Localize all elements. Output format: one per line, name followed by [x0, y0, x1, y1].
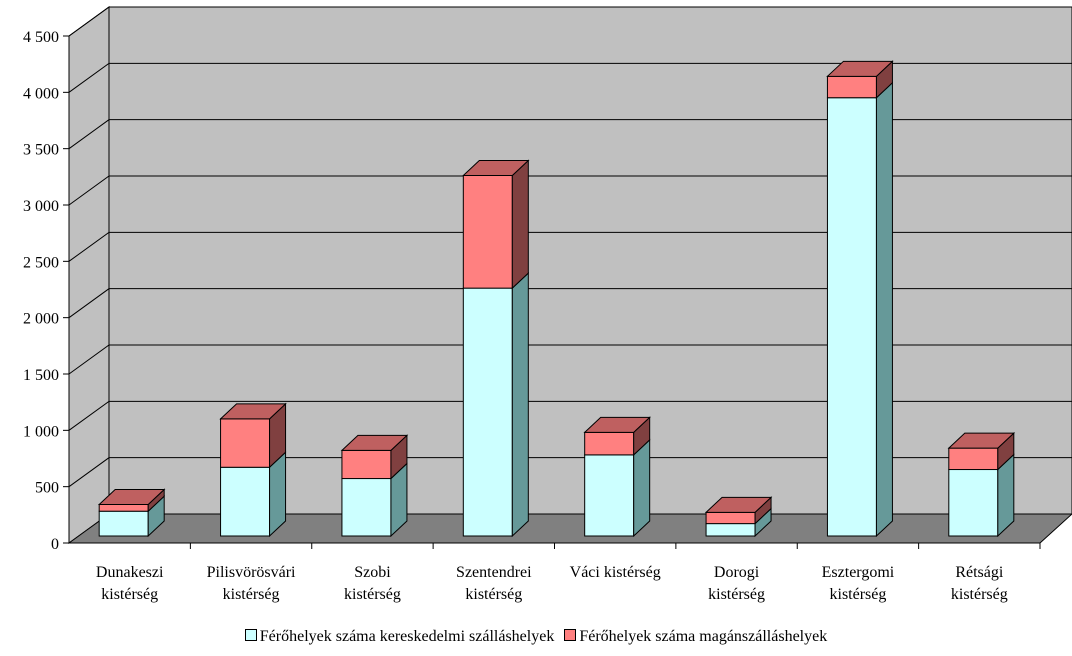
- bar-private-6: [704, 496, 773, 525]
- floor: [67, 513, 1072, 544]
- bar-private-top: [947, 432, 1016, 449]
- y-tick-label: 1 000: [23, 423, 59, 440]
- bar-private-front: [462, 174, 513, 289]
- bar-commercial-side: [511, 271, 529, 538]
- bar-private-front: [705, 511, 756, 525]
- legend-swatch-commercial: [244, 629, 257, 641]
- bar-private-top: [340, 434, 409, 451]
- bar-private-front: [826, 75, 877, 99]
- chart: 0 500 1 000 1 500 2 000 2 500 3 000 3 500 4 000 4…: [23, 6, 1072, 603]
- bar-commercial-front: [826, 97, 877, 537]
- legend-swatch-private: [564, 629, 577, 641]
- bar-private-8: [947, 431, 1016, 471]
- bar-commercial-side: [875, 81, 893, 538]
- x-axis-category-labels: Dunakeszi kistérség Pilisvörösvári kistérsé…: [96, 564, 1008, 603]
- bar-private-1: [97, 488, 166, 513]
- bar-private-4: [462, 159, 530, 290]
- gridline: [68, 344, 1072, 375]
- y-tick-label: 3 500: [23, 142, 59, 159]
- bar-private-3: [340, 434, 409, 480]
- x-category-label: Dunakeszi kistérség: [96, 564, 164, 603]
- y-tick-label: 2 500: [23, 254, 59, 271]
- gridline: [68, 119, 1072, 150]
- bars: [97, 60, 1016, 538]
- x-category-label: Pilisvörösvári kistérség: [207, 564, 296, 603]
- y-tick-label: 1 500: [23, 367, 59, 384]
- axes: [63, 35, 1041, 549]
- y-tick-label: 3 000: [23, 198, 59, 215]
- legend: Férőhelyek száma kereskedelmi szálláshel…: [0, 628, 1072, 646]
- bar-commercial-front: [948, 469, 999, 537]
- bar-commercial-5: [584, 438, 651, 538]
- gridline: [68, 175, 1072, 206]
- bar-commercial-front: [462, 287, 513, 537]
- bar-commercial-side: [633, 438, 651, 538]
- x-category-label: Rétsági kistérség: [951, 564, 1008, 603]
- bar-private-top: [219, 403, 287, 420]
- gridline: [68, 6, 1072, 37]
- bar-private-side: [511, 159, 529, 290]
- x-category-label: Esztergomi kistérség: [822, 564, 895, 603]
- bar-private-top: [97, 488, 166, 505]
- bar-commercial-front: [705, 523, 756, 537]
- gridline: [68, 457, 1072, 488]
- legend-label-commercial: Férőhelyek száma kereskedelmi szálláshel…: [259, 628, 555, 645]
- bar-private-front: [948, 447, 999, 471]
- gridlines: [68, 6, 1072, 488]
- x-category-label: Dorogi kistérség: [708, 564, 765, 603]
- y-tick-label: 0: [51, 536, 59, 553]
- bar-private-top: [462, 159, 530, 176]
- bar-private-2: [219, 402, 287, 469]
- bar-private-top: [704, 496, 773, 513]
- bar-private-front: [220, 418, 271, 468]
- bar-private-front: [584, 431, 635, 456]
- legend-item-commercial: Férőhelyek száma kereskedelmi szálláshel…: [244, 628, 555, 646]
- bar-commercial-4: [462, 271, 529, 538]
- bar-commercial-7: [826, 81, 893, 538]
- x-category-label: Szentendrei kistérség: [456, 564, 532, 603]
- legend-item-private: Férőhelyek száma magánszálláshelyek: [564, 628, 827, 646]
- y-axis-tick-labels: 0 500 1 000 1 500 2 000 2 500 3 000 3 500 4 000 4…: [23, 29, 59, 553]
- chart-walls: [67, 6, 1072, 544]
- x-category-label: Váci kistérség: [570, 564, 661, 581]
- bar-commercial-front: [341, 478, 392, 537]
- y-tick-label: 4 000: [23, 85, 59, 102]
- legend-label-private: Férőhelyek száma magánszálláshelyek: [579, 628, 828, 645]
- x-category-label: Szobi kistérség: [344, 564, 401, 603]
- y-tick-label: 4 500: [23, 29, 59, 46]
- y-tick-label: 500: [35, 480, 59, 497]
- bar-commercial-front: [584, 454, 635, 537]
- bar-commercial-3: [341, 462, 408, 538]
- gridline: [68, 288, 1072, 319]
- y-tick-label: 2 000: [23, 311, 59, 328]
- gridline: [68, 400, 1072, 431]
- bar-private-top: [826, 60, 894, 77]
- gridline: [68, 231, 1072, 262]
- bar-commercial-front: [220, 466, 271, 537]
- gridline: [68, 62, 1072, 93]
- bar-private-5: [583, 416, 651, 457]
- bar-commercial-front: [98, 510, 149, 537]
- bar-private-front: [98, 503, 149, 512]
- bar-commercial-8: [948, 453, 1015, 538]
- bar-private-top: [583, 416, 651, 433]
- bar-private-front: [341, 449, 392, 480]
- bar-commercial-6: [705, 507, 772, 538]
- bar-private-7: [826, 60, 894, 99]
